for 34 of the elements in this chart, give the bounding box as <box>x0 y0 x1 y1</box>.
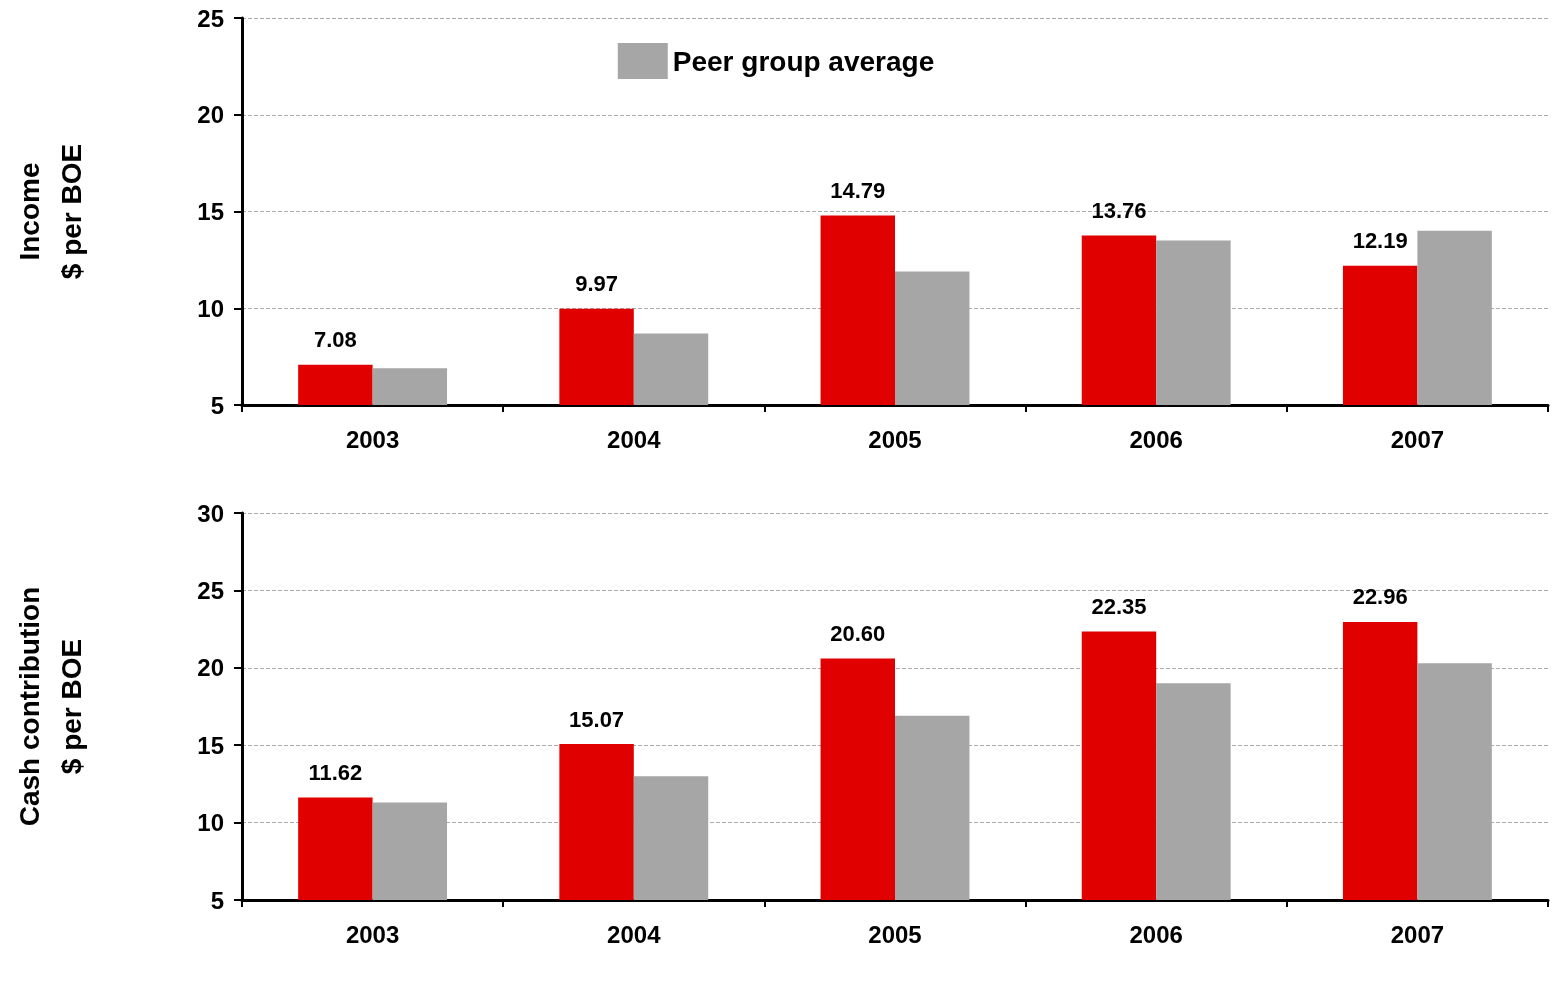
y-tick-label: 15 <box>197 198 224 225</box>
data-label: 13.76 <box>1091 197 1147 223</box>
y-tick-label: 15 <box>197 731 224 759</box>
y-axis-title: Income $ per BOE <box>13 143 87 280</box>
x-tick-label: 2004 <box>607 920 662 948</box>
data-label: 15.07 <box>569 706 625 732</box>
y-tick-label: 20 <box>197 654 224 682</box>
y-axis-title: Cash contribution $ per BOE <box>13 586 87 827</box>
y-tick-label: 10 <box>197 809 224 837</box>
data-label: 22.35 <box>1091 593 1147 619</box>
x-tick-label: 2005 <box>868 920 922 948</box>
y-tick-label: 30 <box>197 499 224 527</box>
x-tick-label: 2003 <box>345 920 400 948</box>
data-label: 11.62 <box>308 760 363 786</box>
data-label: 7.08 <box>313 327 357 353</box>
x-tick-label: 2004 <box>607 425 662 453</box>
data-label: 22.96 <box>1352 584 1408 610</box>
y-tick-label: 25 <box>197 4 224 32</box>
legend-label: Peer group average <box>672 45 935 77</box>
y-tick-label: 10 <box>197 294 224 322</box>
x-tick-label: 2003 <box>345 425 400 453</box>
data-label: 14.79 <box>830 178 886 204</box>
x-tick-label: 2007 <box>1390 425 1445 453</box>
x-tick-label: 2005 <box>868 425 922 453</box>
y-tick-label: 20 <box>197 101 224 129</box>
x-tick-label: 2007 <box>1390 920 1445 948</box>
data-label: 9.97 <box>575 271 618 297</box>
data-label: 20.60 <box>830 621 886 647</box>
data-label: 12.19 <box>1352 228 1408 254</box>
y-tick-label: 5 <box>210 886 224 914</box>
x-tick-label: 2006 <box>1129 425 1183 453</box>
y-tick-label: 25 <box>197 576 224 604</box>
x-tick-label: 2006 <box>1129 920 1183 948</box>
y-tick-label: 5 <box>210 391 224 419</box>
